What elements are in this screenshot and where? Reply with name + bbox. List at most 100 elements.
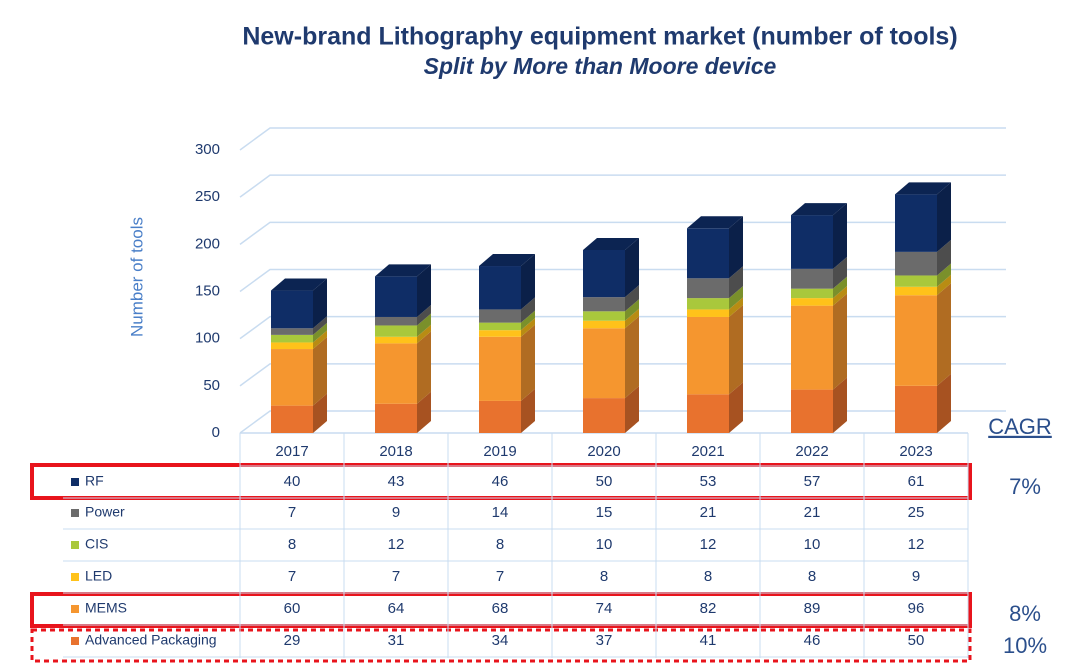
- legend-label: Power: [85, 504, 125, 520]
- bar: [791, 305, 833, 390]
- bar-side: [833, 293, 847, 390]
- bar-side: [937, 283, 951, 386]
- bar: [479, 400, 521, 433]
- bar-top: [583, 237, 639, 250]
- grid-line: [239, 174, 1006, 198]
- bar: [583, 398, 625, 433]
- bar: [583, 328, 625, 399]
- table-value: 68: [492, 600, 509, 617]
- bar: [271, 290, 313, 329]
- table-value: 14: [492, 504, 509, 521]
- table-value: 21: [804, 504, 821, 521]
- bar: [375, 276, 417, 317]
- table-value: 89: [804, 600, 821, 617]
- y-tick-label: 200: [195, 235, 220, 252]
- y-tick-label: 300: [195, 141, 220, 158]
- bar-side: [313, 278, 327, 329]
- table-value: 34: [492, 632, 509, 649]
- table-value: 8: [496, 536, 504, 553]
- legend-label: LED: [85, 568, 112, 584]
- table-value: 64: [388, 600, 405, 617]
- bar-top: [791, 203, 847, 216]
- table-value: 74: [596, 600, 613, 617]
- bar: [687, 316, 729, 395]
- table-value: 46: [804, 632, 821, 649]
- y-tick-label: 150: [195, 282, 220, 299]
- bar-side: [313, 393, 327, 433]
- table-value: 21: [700, 504, 717, 521]
- table-value: 50: [908, 632, 925, 649]
- bar-side: [937, 263, 951, 287]
- bar: [271, 334, 313, 343]
- bar-side: [625, 285, 639, 312]
- bar-side: [833, 286, 847, 306]
- bar: [895, 385, 937, 433]
- table-value: 12: [388, 536, 405, 553]
- grid-line: [239, 127, 1006, 151]
- highlight-box: [30, 592, 972, 628]
- bar-side: [729, 297, 743, 317]
- bar-side: [937, 274, 951, 296]
- bar-side: [729, 286, 743, 310]
- bar-top: [479, 254, 535, 267]
- y-tick-label: 0: [212, 424, 220, 441]
- table-value: 9: [912, 568, 920, 585]
- table-value: 43: [388, 473, 405, 490]
- table-value: 82: [700, 600, 717, 617]
- bar-side: [313, 337, 327, 406]
- bar: [479, 336, 521, 401]
- table-value: 37: [596, 632, 613, 649]
- table-value: 8: [288, 536, 296, 553]
- table-value: 60: [284, 600, 301, 617]
- table-value: 8: [704, 568, 712, 585]
- bar: [895, 295, 937, 386]
- legend-label: RF: [85, 473, 104, 489]
- table-value: 40: [284, 473, 301, 490]
- x-tick-label: 2021: [691, 443, 724, 460]
- bar: [791, 215, 833, 269]
- y-axis-label: Number of tools: [127, 217, 146, 337]
- bar-side: [729, 304, 743, 395]
- bar: [583, 320, 625, 329]
- bar-side: [625, 299, 639, 321]
- bar-side: [417, 324, 431, 344]
- x-tick-label: 2018: [379, 443, 412, 460]
- cagr-value: 8%: [1009, 601, 1041, 626]
- bar-side: [729, 266, 743, 299]
- table-value: 31: [388, 632, 405, 649]
- bar: [895, 286, 937, 296]
- bar: [375, 343, 417, 404]
- table-value: 12: [700, 536, 717, 553]
- legend-swatch: [71, 573, 79, 581]
- bar-side: [313, 330, 327, 350]
- bar: [479, 266, 521, 310]
- bar-side: [417, 391, 431, 433]
- bar: [895, 251, 937, 276]
- table-value: 41: [700, 632, 717, 649]
- bar-side: [521, 324, 535, 401]
- x-tick-label: 2019: [483, 443, 516, 460]
- bar-side: [313, 316, 327, 335]
- bar-side: [625, 386, 639, 433]
- bar-side: [833, 276, 847, 299]
- table-value: 10: [804, 536, 821, 553]
- table-value: 50: [596, 473, 613, 490]
- table-value: 61: [908, 473, 925, 490]
- bar-side: [729, 382, 743, 433]
- table-value: 12: [908, 536, 925, 553]
- x-tick-label: 2020: [587, 443, 620, 460]
- legend-swatch: [71, 478, 79, 486]
- bar: [895, 194, 937, 252]
- table-value: 7: [496, 568, 504, 585]
- legend-label: MEMS: [85, 600, 127, 616]
- bar-side: [417, 331, 431, 404]
- legend-swatch: [71, 509, 79, 517]
- bar-side: [937, 373, 951, 433]
- bar: [271, 328, 313, 335]
- bar-side: [313, 322, 327, 343]
- x-tick-label: 2022: [795, 443, 828, 460]
- bar-side: [833, 256, 847, 289]
- bar-side: [521, 310, 535, 331]
- bar-top: [687, 216, 743, 229]
